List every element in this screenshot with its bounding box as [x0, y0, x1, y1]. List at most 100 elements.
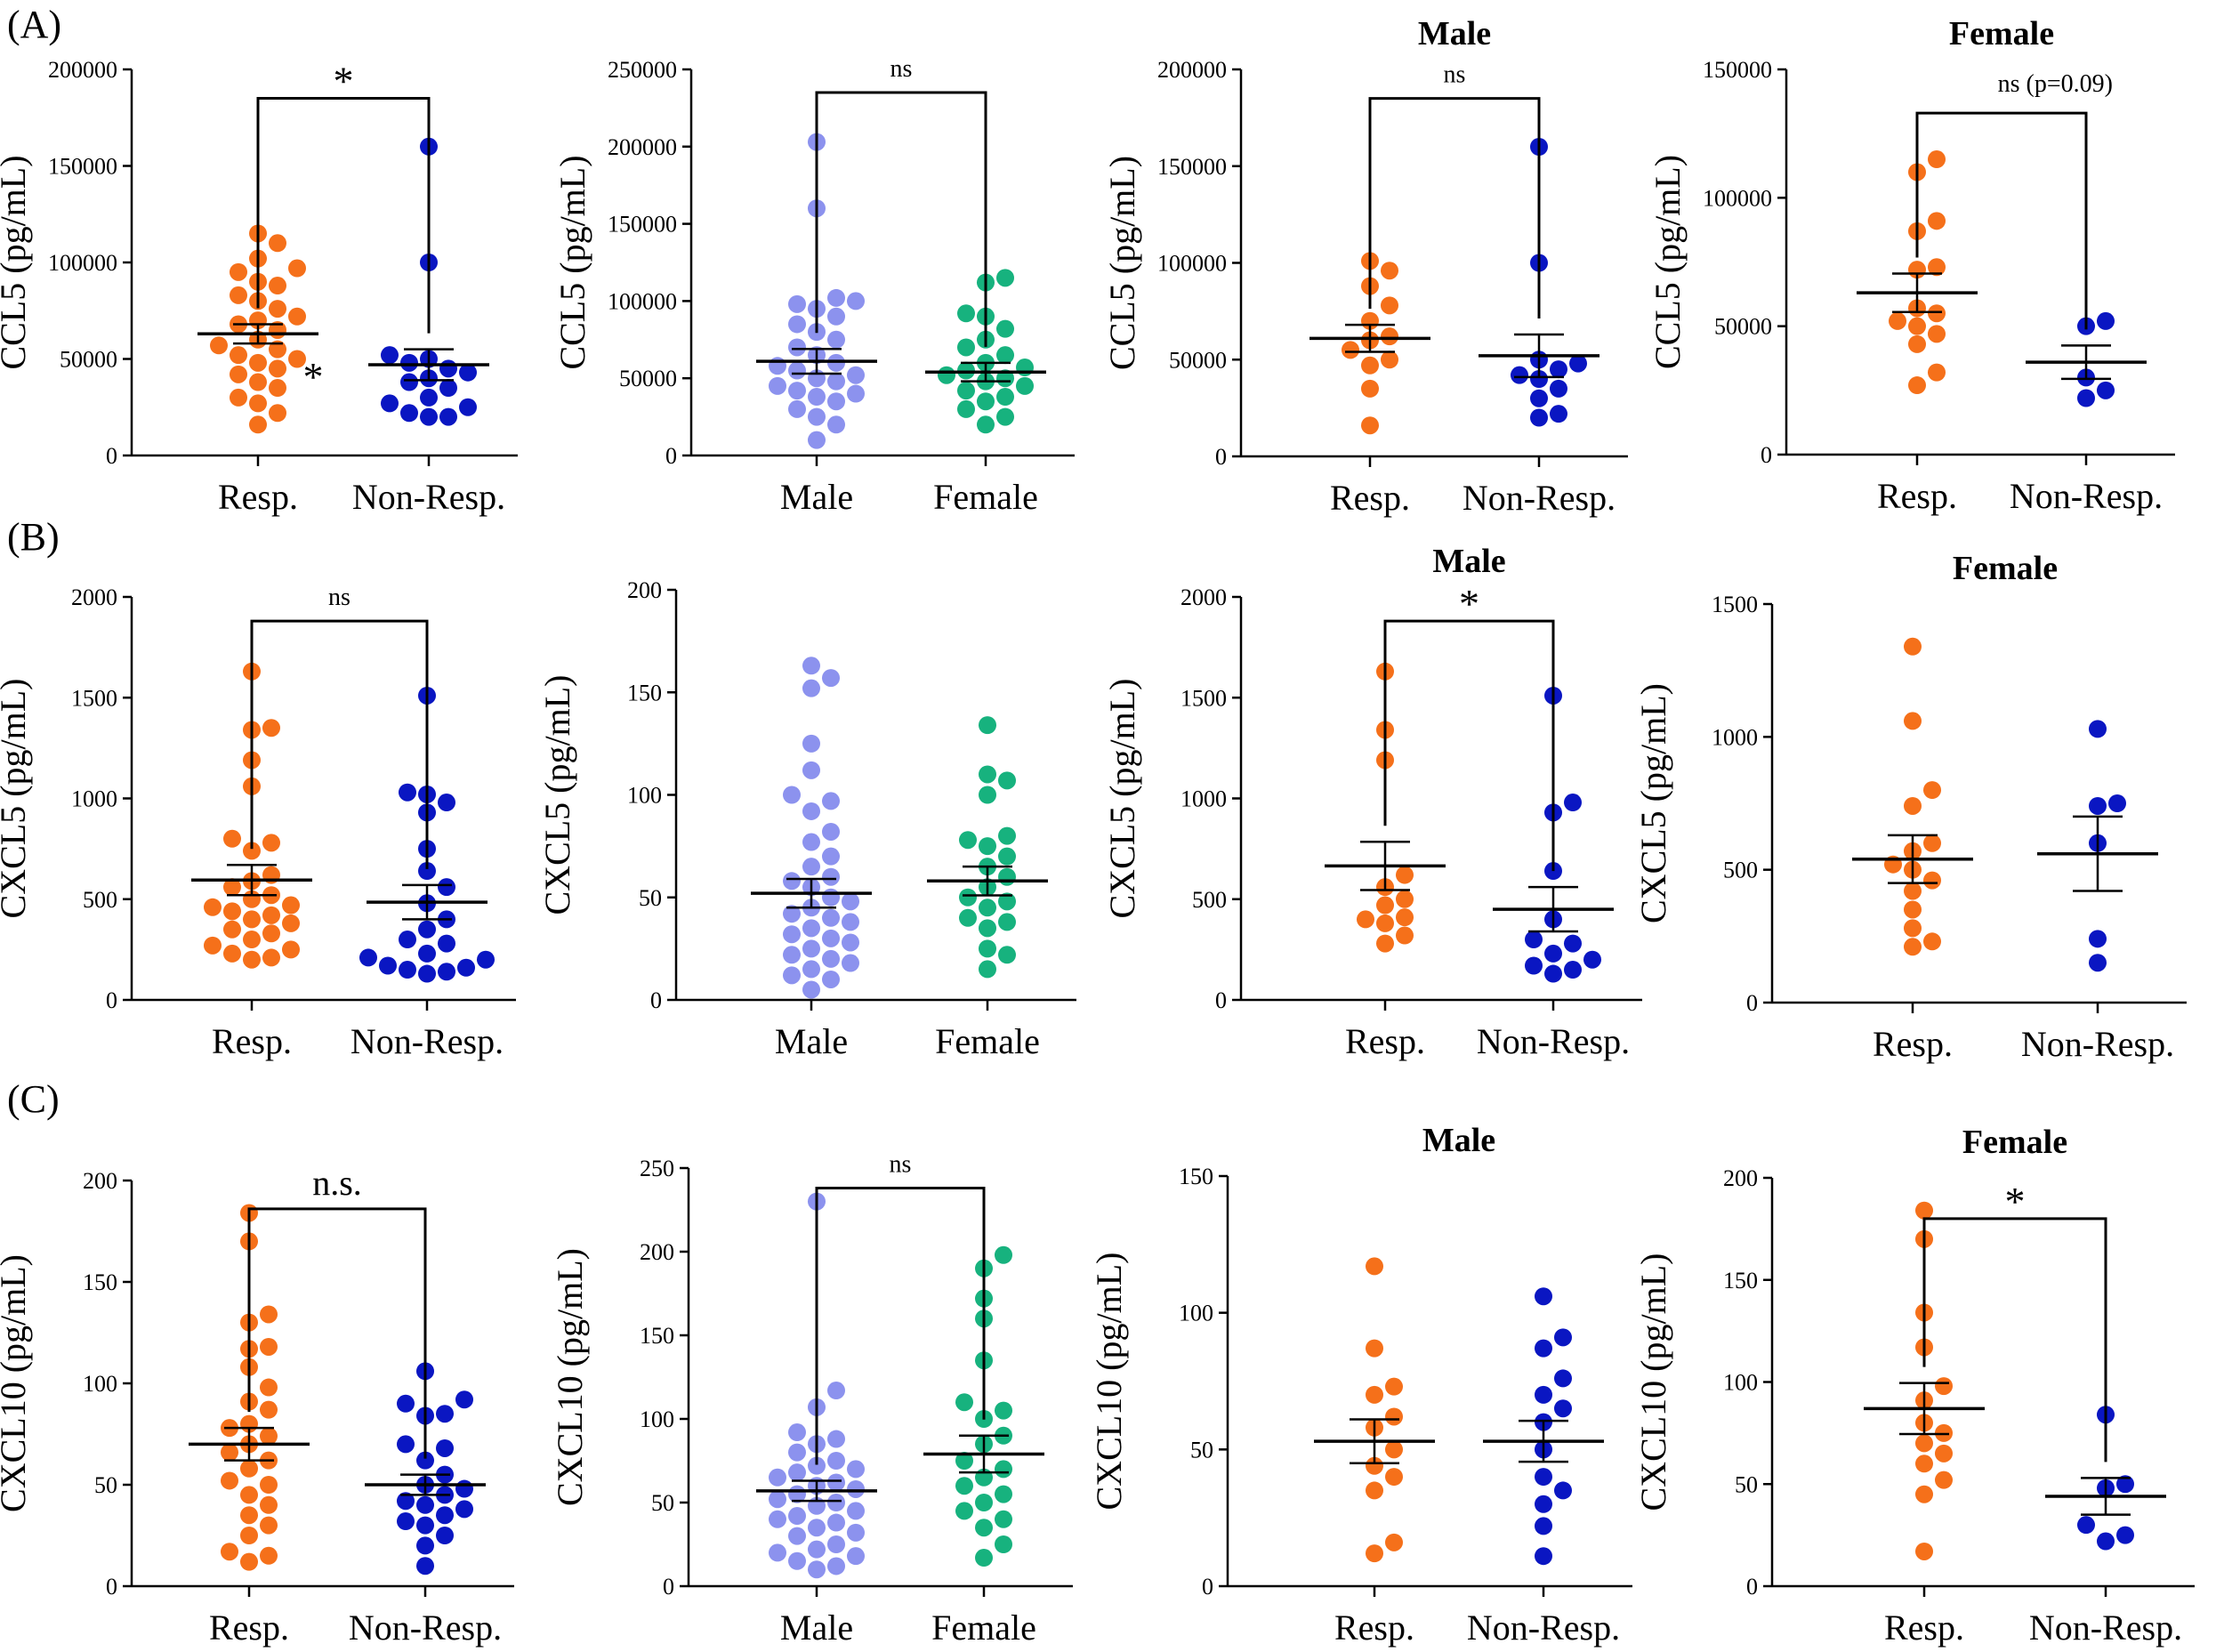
data-point	[269, 300, 286, 318]
data-point	[1935, 1377, 1953, 1396]
y-axis-label: CXCL10 (pg/mL)	[1089, 1253, 1129, 1511]
data-point	[1928, 304, 1946, 323]
panel-c2: 0 50 100 150 200 250 Male Female CXCL10 (pg/mL) n…	[550, 1151, 1073, 1648]
significance-bracket	[815, 1187, 986, 1465]
data-point	[1554, 1328, 1572, 1347]
data-point	[769, 1468, 786, 1487]
data-point	[2097, 1532, 2115, 1551]
data-point	[788, 361, 806, 380]
data-point	[230, 286, 247, 304]
data-point	[955, 1393, 973, 1412]
data-point	[827, 1535, 845, 1553]
data-point	[1535, 1385, 1552, 1404]
y-tick-label: 1500	[1712, 592, 1758, 617]
y-tick-label: 50000	[60, 347, 117, 373]
data-point	[1564, 934, 1582, 953]
x-category-label: Male	[780, 477, 853, 517]
data-point	[223, 944, 241, 963]
data-point	[210, 336, 228, 355]
data-point	[455, 1500, 473, 1519]
data-point	[399, 783, 416, 802]
significance-label: ns	[328, 584, 351, 611]
x-category-label: Resp.	[209, 1608, 289, 1648]
x-category-label: Resp.	[1345, 1021, 1425, 1061]
data-point	[2097, 381, 2115, 399]
data-point	[1915, 1434, 1933, 1453]
y-tick-label: 1000	[1712, 724, 1758, 750]
data-point	[783, 925, 801, 944]
x-category-label: Resp.	[1873, 1024, 1953, 1064]
data-point	[249, 394, 267, 413]
y-tick-label: 500	[1723, 858, 1758, 883]
data-point	[262, 924, 280, 943]
data-point	[1550, 379, 1567, 398]
data-point	[788, 1507, 806, 1526]
data-point	[2089, 796, 2107, 815]
data-point	[822, 888, 840, 907]
x-category-label: Resp.	[1334, 1608, 1414, 1648]
data-point	[1530, 408, 1548, 427]
data-point	[269, 359, 286, 378]
data-point	[243, 842, 261, 860]
data-point	[1915, 1455, 1933, 1473]
data-point	[1535, 1339, 1552, 1358]
data-point	[262, 906, 280, 924]
y-tick-label: 50	[1190, 1437, 1213, 1463]
y-tick-label: 250	[640, 1156, 674, 1181]
data-point	[959, 831, 977, 850]
y-tick-label: 50000	[1714, 314, 1772, 340]
y-tick-label: 250000	[608, 57, 677, 83]
row-label-c: (C)	[7, 1077, 60, 1121]
data-point	[827, 1494, 845, 1511]
data-point	[847, 1502, 865, 1520]
data-point	[1535, 1287, 1552, 1306]
data-point	[282, 896, 300, 915]
data-point	[847, 384, 865, 403]
data-point	[783, 872, 801, 890]
data-point	[1366, 1481, 1383, 1500]
x-category-label: Female	[935, 1021, 1040, 1061]
data-point	[1366, 1456, 1383, 1475]
data-point	[847, 366, 865, 384]
y-tick-label: 100000	[608, 288, 677, 314]
y-tick-label: 500	[1192, 887, 1227, 913]
data-point	[822, 669, 840, 688]
data-point	[269, 379, 286, 398]
data-point	[783, 905, 801, 923]
significance-bracket	[1922, 1217, 2107, 1463]
data-point	[827, 288, 845, 307]
data-point	[439, 359, 457, 378]
data-point	[788, 315, 806, 334]
y-tick-label: 100000	[48, 250, 117, 276]
data-point	[996, 346, 1014, 365]
panel-c1: 0 50 100 150 200 Resp. Non-Resp. CXCL10 (pg/mL)…	[0, 1163, 514, 1648]
data-point	[977, 415, 995, 434]
data-point	[802, 833, 820, 851]
data-point	[243, 910, 261, 929]
y-tick-label: 200000	[608, 134, 677, 160]
data-point	[2089, 954, 2107, 972]
x-category-label: Non-Resp.	[349, 1608, 502, 1648]
data-point	[822, 908, 840, 927]
significance-bracket	[247, 1207, 427, 1459]
data-point	[381, 346, 399, 365]
data-point	[416, 1536, 434, 1555]
data-point	[1535, 1468, 1552, 1487]
data-point	[808, 407, 826, 426]
x-category-label: Non-Resp.	[2010, 476, 2163, 516]
data-point	[808, 388, 826, 407]
y-tick-label: 1500	[1180, 685, 1227, 711]
y-axis-label: CCL5 (pg/mL)	[552, 155, 592, 369]
data-point	[788, 1527, 806, 1545]
data-point	[808, 1540, 826, 1559]
data-point	[416, 1451, 434, 1470]
y-axis-label: CCL5 (pg/mL)	[0, 155, 33, 369]
data-point	[420, 407, 438, 426]
y-tick-label: 150	[1723, 1268, 1758, 1293]
data-point	[260, 1495, 278, 1514]
x-category-label: Resp.	[1884, 1608, 1964, 1648]
data-point	[459, 398, 477, 416]
data-point	[240, 1527, 258, 1544]
y-axis-label: CXCL5 (pg/mL)	[0, 679, 33, 919]
data-point	[282, 914, 300, 932]
